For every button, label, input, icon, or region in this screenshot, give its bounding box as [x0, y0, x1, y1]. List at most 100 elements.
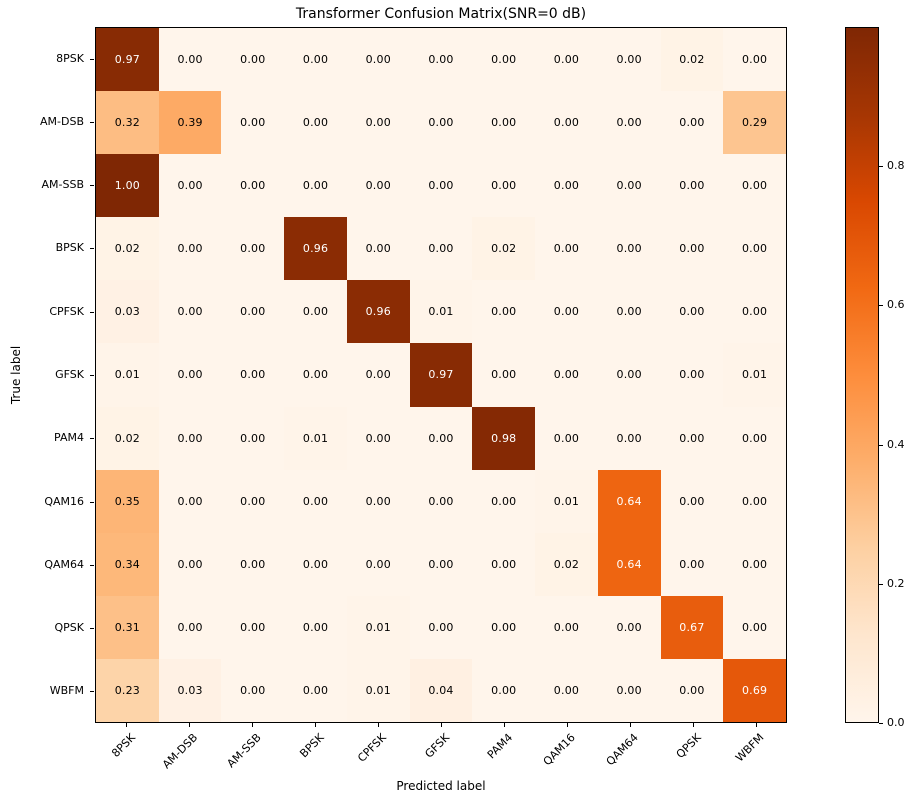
- heatmap-cell: 0.00: [284, 532, 347, 596]
- y-tick-label: PAM4: [54, 431, 84, 445]
- heatmap-cell: 0.00: [221, 91, 285, 155]
- y-tick-mark: [90, 185, 94, 187]
- heatmap-cell: 0.00: [723, 406, 786, 470]
- heatmap-cell: 0.00: [158, 532, 222, 596]
- y-tick-mark: [90, 248, 94, 250]
- heatmap-cell: 0.64: [597, 469, 661, 533]
- heatmap-cell: 0.00: [723, 28, 786, 92]
- heatmap-cell: 0.00: [723, 469, 786, 533]
- x-tick-label: BPSK: [297, 731, 327, 761]
- heatmap-cell: 0.00: [284, 28, 347, 92]
- x-tick-mark: [315, 723, 317, 727]
- heatmap-cell: 0.00: [472, 532, 536, 596]
- heatmap-cell: 0.97: [96, 28, 159, 92]
- heatmap-cell: 0.00: [597, 154, 661, 218]
- heatmap-cell: 0.00: [409, 595, 473, 659]
- heatmap-cell: 0.00: [284, 91, 347, 155]
- heatmap-cell: 0.00: [158, 343, 222, 407]
- heatmap-cell: 0.00: [472, 658, 536, 722]
- heatmap-cell: 0.00: [660, 343, 724, 407]
- heatmap-cell: 0.00: [409, 154, 473, 218]
- heatmap-cell: 0.00: [597, 406, 661, 470]
- heatmap-cell: 0.00: [472, 28, 536, 92]
- x-tick-label: 8PSK: [108, 731, 138, 760]
- heatmap-cell: 0.00: [284, 658, 347, 722]
- colorbar-tick-mark: [879, 444, 883, 446]
- heatmap-cell: 0.00: [660, 406, 724, 470]
- heatmap-cell: 0.00: [158, 280, 222, 344]
- colorbar-tick-mark: [879, 166, 883, 168]
- x-tick-label: QAM64: [603, 731, 641, 769]
- heatmap-cell: 0.02: [96, 217, 159, 281]
- heatmap-cell: 0.00: [660, 154, 724, 218]
- heatmap-cell: 0.00: [660, 532, 724, 596]
- x-tick-mark: [566, 723, 568, 727]
- y-tick-mark: [90, 628, 94, 630]
- colorbar-tick-mark: [879, 305, 883, 307]
- heatmap-cell: 0.00: [221, 217, 285, 281]
- heatmap-cell: 0.02: [660, 28, 724, 92]
- y-tick-label: CPFSK: [49, 304, 84, 318]
- heatmap-cell: 0.00: [597, 28, 661, 92]
- colorbar-tick-label: 0.8: [887, 159, 905, 173]
- heatmap-cell: 0.29: [723, 91, 786, 155]
- heatmap-cell: 0.01: [96, 343, 159, 407]
- heatmap-cell: 0.00: [409, 28, 473, 92]
- x-tick-mark: [503, 723, 505, 727]
- y-tick-label: QPSK: [54, 621, 85, 635]
- heatmap-cell: 0.00: [723, 154, 786, 218]
- y-tick-label: GFSK: [55, 368, 84, 381]
- heatmap-cell: 0.00: [284, 343, 347, 407]
- heatmap-cell: 0.00: [535, 280, 598, 344]
- heatmap-cell: 0.96: [346, 280, 410, 344]
- x-tick-mark: [252, 723, 254, 727]
- colorbar-gradient: [845, 27, 879, 723]
- y-tick-label: BPSK: [55, 241, 84, 255]
- y-tick-mark: [90, 564, 94, 566]
- heatmap-cell: 0.00: [158, 154, 222, 218]
- x-tick-label: AM-DSB: [160, 731, 201, 772]
- heatmap-cell: 0.02: [472, 217, 536, 281]
- colorbar-tick-label: 0.6: [887, 298, 905, 312]
- heatmap-cell: 0.03: [96, 280, 159, 344]
- heatmap-cell: 0.00: [597, 595, 661, 659]
- heatmap-cell: 0.00: [284, 469, 347, 533]
- heatmap-cell: 0.00: [472, 154, 536, 218]
- heatmap-cell: 0.00: [158, 469, 222, 533]
- x-tick-mark: [692, 723, 694, 727]
- heatmap-cell: 0.00: [346, 406, 410, 470]
- heatmap-cell: 0.96: [284, 217, 347, 281]
- x-tick-label: PAM4: [484, 731, 516, 762]
- heatmap-cell: 0.97: [409, 343, 473, 407]
- colorbar-tick-mark: [879, 723, 883, 724]
- y-tick-mark: [90, 691, 94, 693]
- heatmap-cell: 0.00: [221, 154, 285, 218]
- heatmap-cell: 0.00: [346, 532, 410, 596]
- colorbar-tick-label: 0.4: [887, 437, 905, 451]
- heatmap-cell: 0.01: [409, 280, 473, 344]
- y-tick-mark: [90, 311, 94, 313]
- heatmap-cell: 0.23: [96, 658, 159, 722]
- x-tick-mark: [189, 723, 191, 727]
- heatmap-cell: 0.00: [346, 28, 410, 92]
- heatmap-cell: 0.00: [221, 406, 285, 470]
- heatmap-cell: 0.00: [346, 343, 410, 407]
- y-tick-label: WBFM: [49, 684, 84, 698]
- heatmap-cell: 1.00: [96, 154, 159, 218]
- heatmap-cell: 0.00: [660, 469, 724, 533]
- heatmap-cell: 0.00: [221, 658, 285, 722]
- x-tick-label: WBFM: [733, 731, 767, 765]
- heatmap-cell: 0.00: [535, 595, 598, 659]
- y-tick-mark: [90, 375, 94, 376]
- heatmap-cell: 0.00: [158, 595, 222, 659]
- colorbar-tick-label: 0.2: [887, 576, 905, 590]
- colorbar-tick-label: 0.0: [887, 716, 905, 729]
- heatmap-cell: 0.00: [221, 280, 285, 344]
- heatmap-cell: 0.00: [723, 217, 786, 281]
- heatmap-cell: 0.00: [597, 280, 661, 344]
- colorbar-tick-mark: [879, 583, 883, 585]
- heatmap-cell: 0.00: [660, 280, 724, 344]
- heatmap-cell: 0.00: [535, 91, 598, 155]
- heatmap-cell: 0.00: [409, 91, 473, 155]
- heatmap-cell: 0.00: [158, 28, 222, 92]
